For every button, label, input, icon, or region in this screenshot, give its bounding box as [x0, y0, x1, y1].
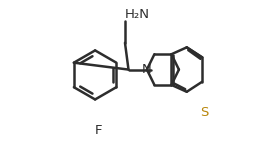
Text: H₂N: H₂N — [125, 8, 150, 21]
Text: N: N — [142, 63, 152, 76]
Text: S: S — [200, 106, 209, 119]
Text: F: F — [94, 124, 102, 137]
